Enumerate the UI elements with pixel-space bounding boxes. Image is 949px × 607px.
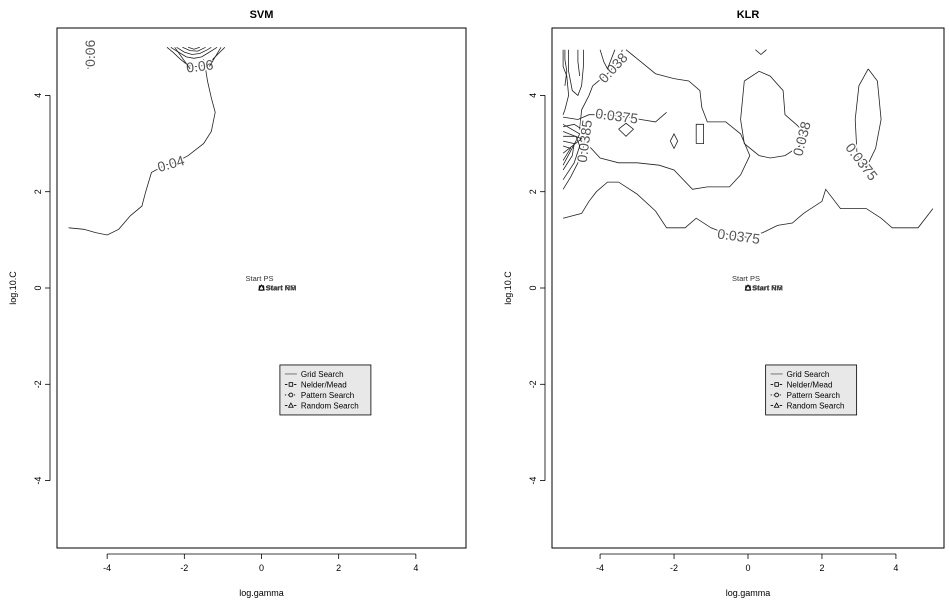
contour-line [563,111,667,123]
contour-line [577,49,581,77]
legend-triangle-marker [773,402,780,408]
klr-panel: KLR -4 -2 0 2 4 log.gamma -4 -2 0 2 4 log.10.C 0.0375… [503,9,945,598]
contour-line [568,49,584,97]
x-tick-label: 4 [413,563,418,573]
y-tick-label: -4 [33,477,43,485]
y-tick-label: 2 [528,189,538,194]
contour-line [87,47,91,69]
x-tick-label: 0 [745,563,750,573]
y-tick-label: 0 [528,285,538,290]
y-tick-label: -2 [33,380,43,388]
y-tick-label: 4 [33,93,43,98]
svm-panel: SVM -4 -2 0 2 4 log.gamma -4 -2 0 2 4 log.10.C 0.04 0.… [8,9,467,598]
legend-entry-label: Nelder/Mead [301,380,347,389]
contour-line [562,145,572,161]
contour-level-label: 0.0375 [842,140,881,184]
x-tick-label: 2 [819,563,824,573]
x-axis-label: log.gamma [726,588,771,598]
chart-title: SVM [250,9,274,21]
contour-line [209,47,222,67]
legend-circle-marker [774,392,779,398]
legend-entry-label: Random Search [301,401,359,410]
contour-line [562,123,581,166]
contour-line [562,131,583,154]
legend-box [765,364,858,416]
contour-line [174,47,191,70]
legend-entry-label: Pattern Search [301,391,354,400]
contour-level-label: 0.0375 [716,226,761,247]
contour-line [562,49,570,115]
contour-line [182,46,206,52]
legend-square-marker [774,382,779,387]
y-axis-label: log.10.C [503,271,513,305]
chart-title: KLR [737,9,760,21]
contour-level-label: 0.038 [790,120,814,158]
x-tick-label: -4 [596,563,604,573]
plot-frame [56,27,467,549]
x-tick-label: 0 [259,563,264,573]
contour-line [188,46,200,50]
contour-line [176,46,212,55]
legend-triangle-marker [287,402,294,408]
contour-level-label: 0.0385 [574,119,595,164]
start-nm-annotation: Start NM [266,284,297,293]
y-tick-label: 2 [33,189,43,194]
legend-square-marker [288,382,294,387]
contour-line [695,123,704,144]
contour-line [68,59,216,236]
plot-frame [551,27,945,549]
contour-level-label: 0.06 [185,56,214,75]
contour-line [564,49,568,86]
contour-level-label: 0.06 [82,39,98,66]
contour-line [562,135,581,180]
contour-line [669,133,679,150]
start-ps-annotation: Start PS [732,274,760,283]
start-rs-annotation: Start RS [266,283,296,292]
x-tick-label: -4 [103,563,111,573]
contour-line [618,122,635,137]
contour-line [854,68,882,169]
legend-box [279,364,372,416]
start-rs-annotation: Start RS [753,283,783,292]
random-search-marker [744,284,752,291]
legend-entry-label: Pattern Search [787,391,840,400]
contour-line [599,49,616,70]
contour-line [562,123,586,190]
legend-entry-label: Grid Search [301,370,344,379]
y-tick-label: -2 [528,380,538,388]
start-ps-annotation: Start PS [246,274,274,283]
contour-line [740,70,804,159]
contour-line [562,181,934,238]
y-tick-label: 0 [33,285,43,290]
contour-line [562,140,575,171]
y-tick-label: -4 [528,477,538,485]
legend-circle-marker [288,392,294,398]
contour-line [755,49,767,56]
x-tick-label: -2 [180,563,188,573]
contour-line [592,49,623,87]
legend-entry-label: Grid Search [787,370,830,379]
y-axis-label: log.10.C [8,271,18,305]
x-tick-label: 2 [336,563,341,573]
x-tick-label: -2 [670,563,678,573]
contour-level-label: 0.0375 [594,105,639,126]
legend-entry-label: Nelder/Mead [787,380,833,389]
contour-line [579,49,751,190]
x-axis-label: log.gamma [239,588,284,598]
y-tick-label: 4 [528,93,538,98]
start-nm-annotation: Start NM [752,284,783,293]
random-search-marker [258,284,265,291]
x-tick-label: 4 [893,563,898,573]
legend-entry-label: Random Search [787,401,845,410]
contour-level-label: 0.04 [156,152,187,175]
contour-line [166,46,226,67]
